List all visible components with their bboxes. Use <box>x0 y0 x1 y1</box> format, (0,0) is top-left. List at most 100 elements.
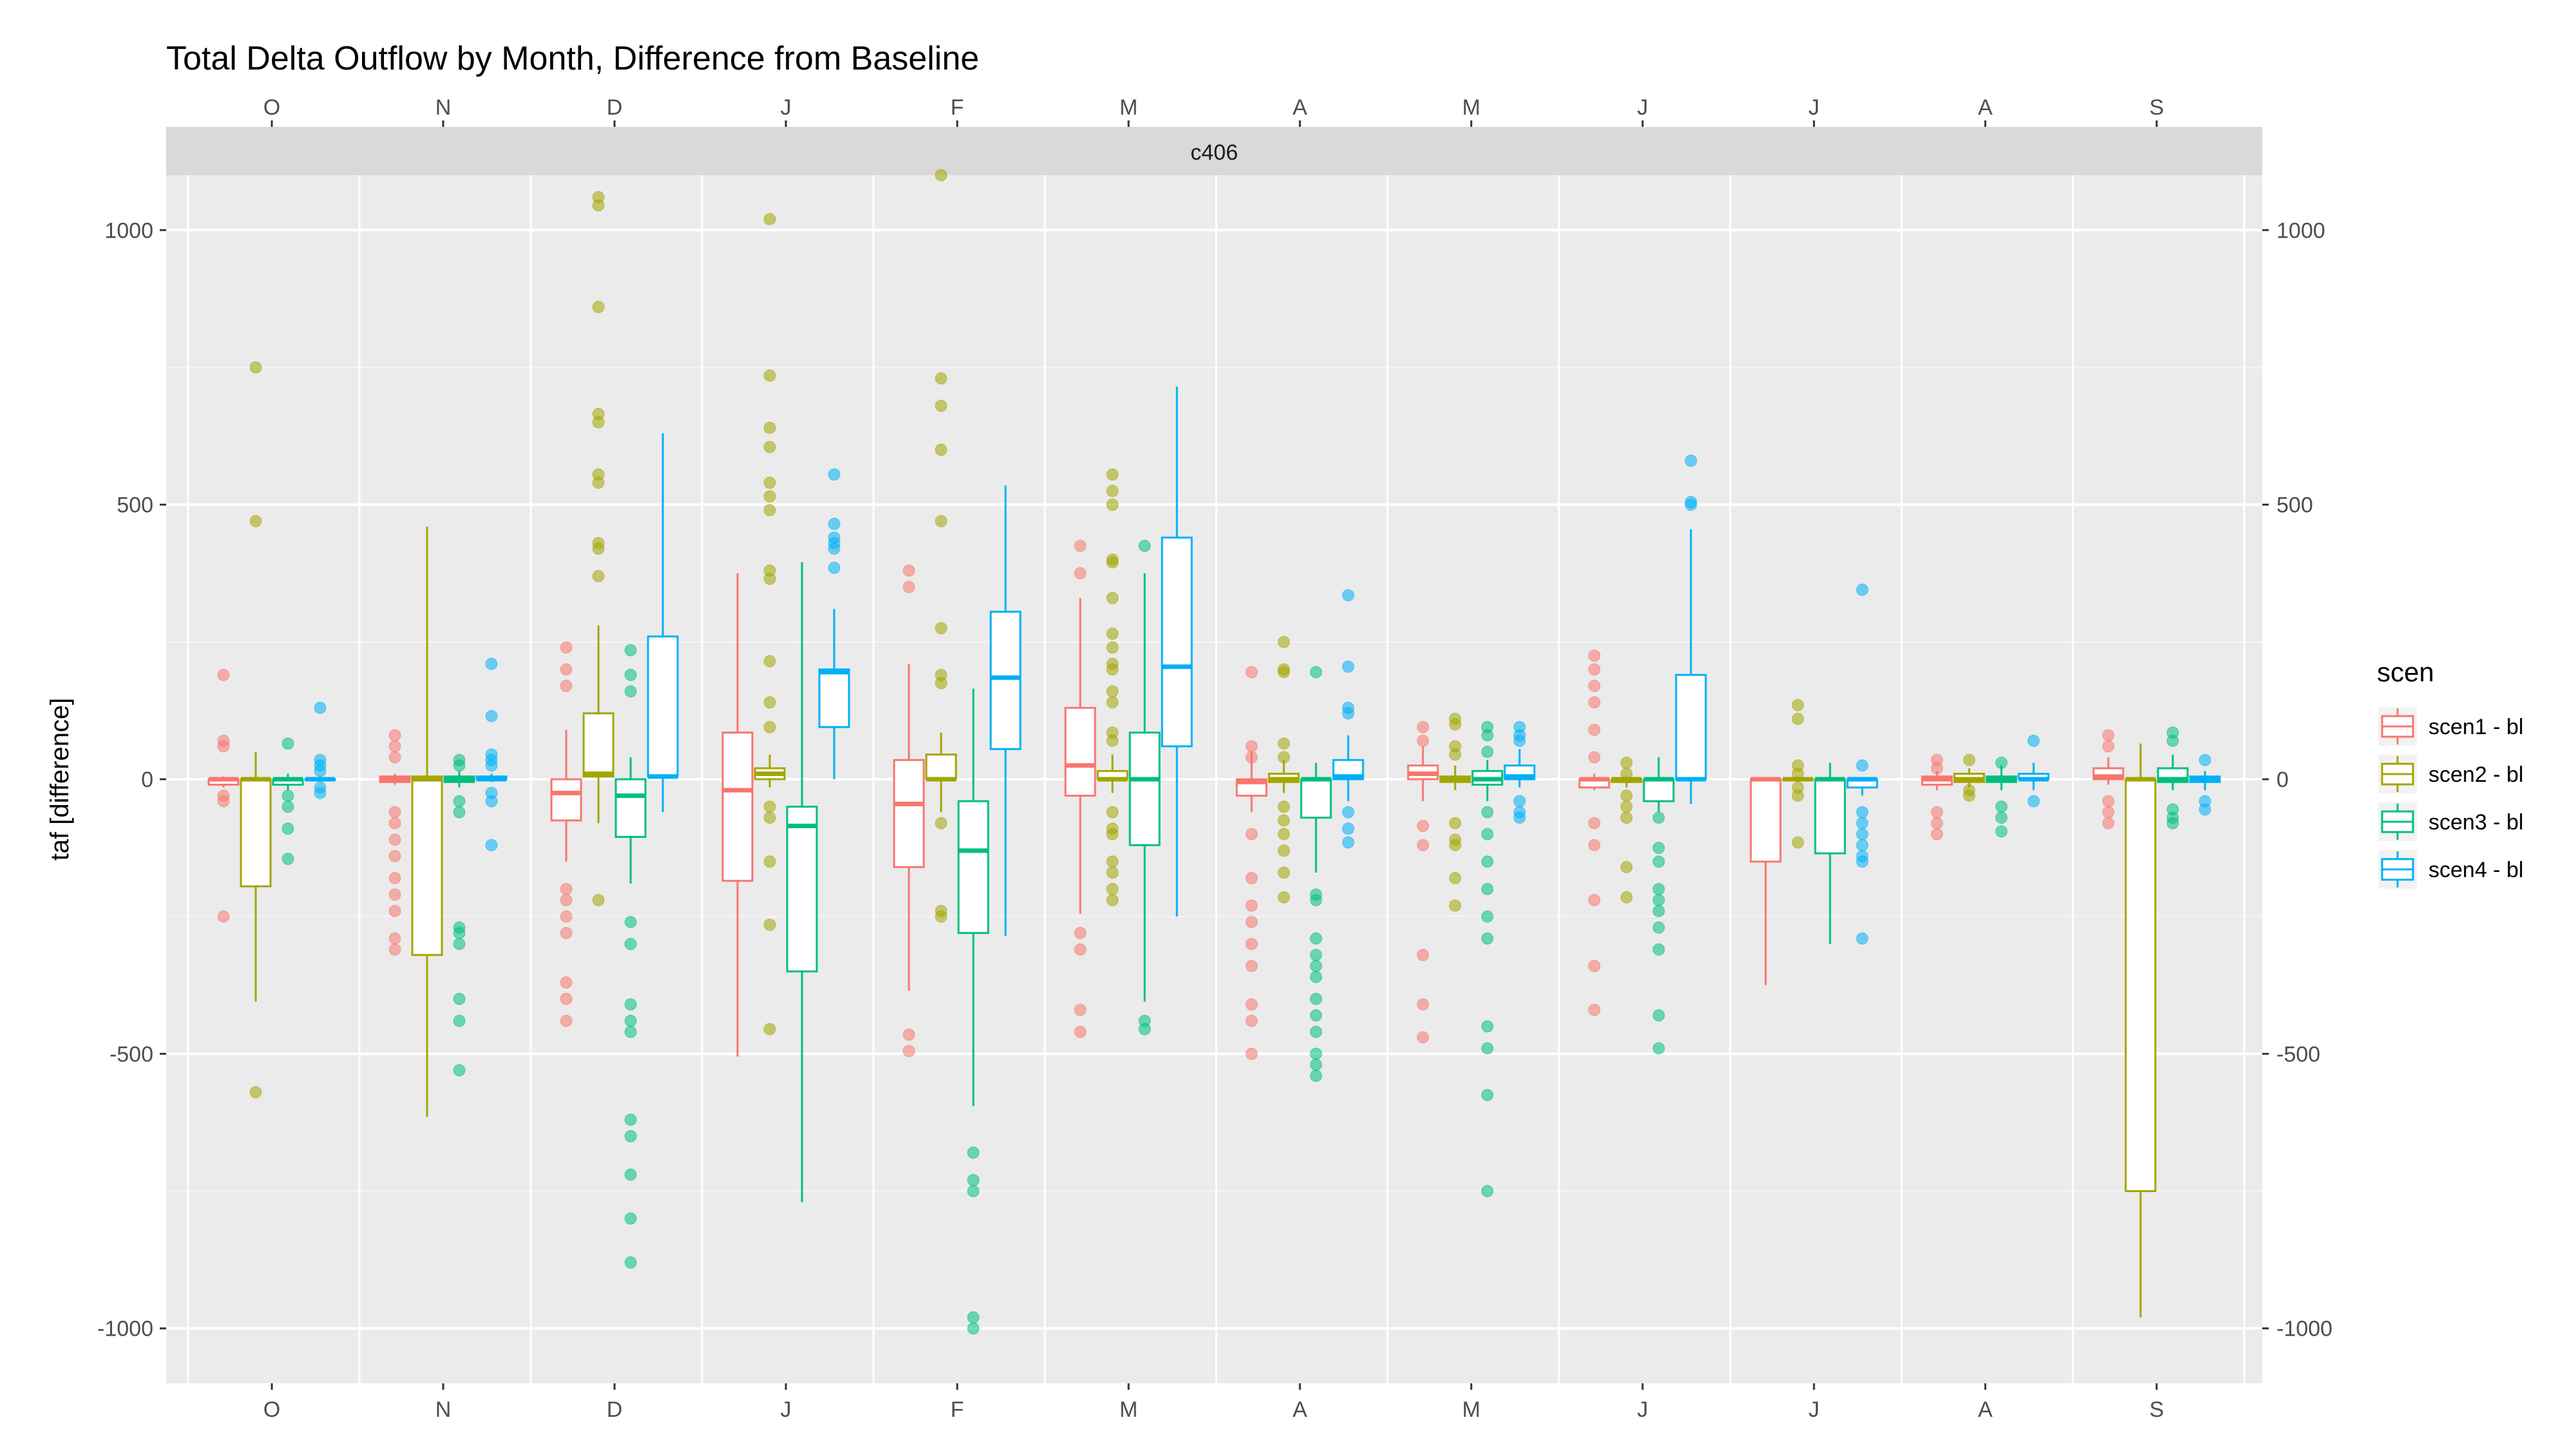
x-tick-label-bottom: N <box>435 1397 452 1422</box>
outlier-point <box>1106 484 1119 497</box>
outlier-point <box>828 468 841 481</box>
boxplot-box <box>1750 777 1782 985</box>
outlier-point <box>1449 817 1462 829</box>
boxplot-box <box>550 641 582 1027</box>
outlier-point <box>1481 828 1494 840</box>
outlier-point <box>485 795 498 808</box>
outlier-point <box>1106 806 1119 819</box>
outlier-point <box>1588 1003 1601 1016</box>
outlier-point <box>1652 883 1665 896</box>
outlier-point <box>1652 1042 1665 1055</box>
boxplot-box <box>1921 753 1953 840</box>
legend-item: scen1 - bl <box>2378 707 2523 746</box>
outlier-point <box>1588 894 1601 907</box>
outlier-point <box>1310 992 1322 1005</box>
iqr-box <box>721 732 754 882</box>
outlier-point <box>1106 556 1119 569</box>
outlier-point <box>1513 734 1526 747</box>
outlier-point <box>592 301 605 314</box>
outlier-point <box>967 1185 980 1198</box>
outlier-point <box>2199 753 2211 766</box>
y-tick-label-left: 0 <box>141 768 153 792</box>
outlier-point <box>1481 729 1494 742</box>
legend-item: scen2 - bl <box>2378 755 2523 793</box>
outlier-point <box>935 443 948 456</box>
outlier-point <box>1074 943 1087 956</box>
outlier-point <box>1417 998 1429 1011</box>
outlier-point <box>1342 822 1355 835</box>
y-tick-label-right: -1000 <box>2276 1317 2333 1341</box>
outlier-point <box>2102 817 2115 829</box>
outlier-point <box>1074 1025 1087 1038</box>
outlier-point <box>1106 855 1119 868</box>
outlier-point <box>217 910 230 923</box>
outlier-point <box>1074 927 1087 940</box>
outlier-point <box>967 1322 980 1335</box>
outlier-point <box>281 737 294 750</box>
outlier-point <box>624 938 637 951</box>
boxplot-box <box>1407 721 1439 1044</box>
outlier-point <box>763 721 776 734</box>
boxplot-box <box>1439 712 1471 912</box>
outlier-point <box>453 759 466 772</box>
outlier-point <box>1449 871 1462 884</box>
outlier-point <box>1245 960 1258 972</box>
outlier-point <box>1106 685 1119 698</box>
outlier-point <box>1481 745 1494 758</box>
iqr-box <box>582 712 615 778</box>
y-axis-label: taf [difference] <box>46 698 74 861</box>
outlier-point <box>763 1023 776 1036</box>
boxplot-box <box>1578 649 1610 1016</box>
legend: scen scen1 - bl scen2 - bl scen3 - bl scen4 … <box>2377 657 2523 889</box>
outlier-point <box>1245 666 1258 679</box>
boxplot-box <box>1610 756 1643 904</box>
outlier-point <box>1931 828 1943 840</box>
outlier-point <box>1963 753 1976 766</box>
y-tick-label-right: 0 <box>2276 768 2289 792</box>
boxplot-box <box>240 361 272 1099</box>
boxplot-box <box>2092 729 2124 829</box>
outlier-point <box>1931 806 1943 819</box>
y-tick-label-left: 500 <box>117 493 153 518</box>
legend-title: scen <box>2377 657 2434 687</box>
x-tick-label-top: J <box>781 95 792 120</box>
outlier-point <box>1931 817 1943 829</box>
outlier-point <box>1481 883 1494 896</box>
outlier-point <box>624 1025 637 1038</box>
outlier-point <box>624 998 637 1011</box>
outlier-point <box>1588 649 1601 662</box>
x-tick-label-bottom: O <box>263 1397 280 1422</box>
outlier-point <box>935 399 948 412</box>
outlier-point <box>1588 960 1601 972</box>
outlier-point <box>763 918 776 931</box>
outlier-point <box>1856 806 1869 819</box>
outlier-point <box>763 440 776 453</box>
boxplot-box <box>304 701 336 799</box>
x-tick-label-bottom: S <box>2150 1397 2164 1422</box>
outlier-point <box>2199 803 2211 816</box>
outlier-point <box>453 806 466 819</box>
outlier-point <box>1620 800 1633 813</box>
outlier-point <box>1310 1069 1322 1082</box>
outlier-point <box>1342 660 1355 673</box>
outlier-point <box>560 883 573 896</box>
outlier-point <box>763 477 776 489</box>
outlier-point <box>935 169 948 182</box>
outlier-point <box>249 361 262 374</box>
outlier-point <box>592 416 605 429</box>
y-tick-label-right: -500 <box>2276 1042 2320 1066</box>
x-tick-label-bottom: M <box>1462 1397 1480 1422</box>
boxplot-box <box>721 573 754 1057</box>
boxplot-box <box>786 562 818 1202</box>
iqr-box <box>615 778 647 838</box>
outlier-point <box>1652 921 1665 934</box>
outlier-point <box>1342 806 1355 819</box>
outlier-point <box>1245 751 1258 764</box>
outlier-point <box>1310 960 1322 972</box>
outlier-point <box>388 905 401 918</box>
outlier-point <box>560 641 573 654</box>
boxplot-box <box>1129 540 1161 1036</box>
outlier-point <box>388 932 401 945</box>
x-tick-label-top: J <box>1637 95 1648 120</box>
outlier-point <box>1138 1023 1151 1036</box>
